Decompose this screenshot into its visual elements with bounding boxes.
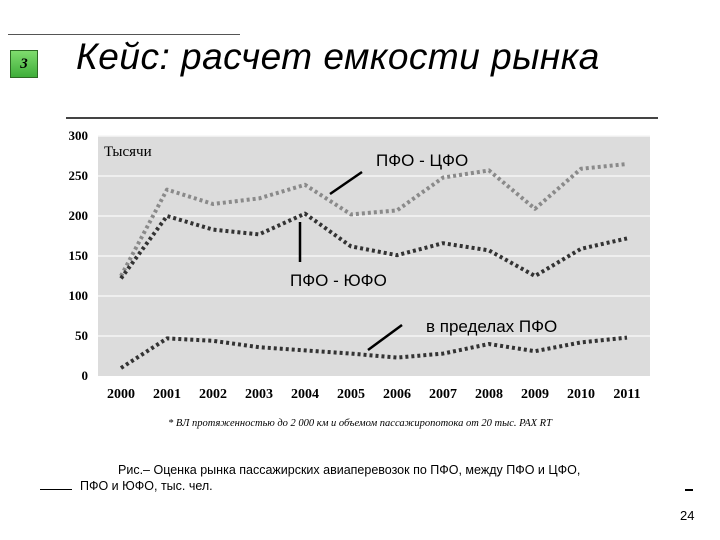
y-tick-label: 200 — [69, 208, 89, 223]
chart-footnote: * ВЛ протяженностью до 2 000 км и объемо… — [168, 418, 553, 429]
x-tick-label: 2004 — [291, 387, 319, 402]
slide-title: Кейс: расчет емкости рынка — [76, 36, 600, 77]
x-tick-label: 2003 — [245, 387, 273, 402]
series-line — [119, 335, 628, 370]
annotation-leader — [329, 170, 363, 196]
x-tick-label: 2005 — [337, 387, 365, 402]
series-line — [119, 162, 628, 277]
y-tick-label: 100 — [69, 288, 89, 303]
x-tick-label: 2011 — [613, 387, 640, 402]
x-tick-label: 2006 — [383, 387, 411, 402]
right-mark — [685, 489, 693, 491]
caption-dash — [40, 489, 72, 490]
y-axis-unit-label: Тысячи — [104, 144, 152, 160]
series-annotation: ПФО - ЮФО — [290, 271, 387, 290]
caption-line-1: Рис.– Оценка рынка пассажирских авиапере… — [118, 463, 581, 477]
caption-line-2: ПФО и ЮФО, тыс. чел. — [80, 479, 213, 493]
y-tick-label: 300 — [69, 128, 89, 143]
series-line — [119, 211, 628, 280]
series-annotation: в пределах ПФО — [426, 317, 557, 336]
series-annotation: ПФО - ЦФО — [376, 151, 468, 170]
x-tick-label: 2007 — [429, 387, 457, 402]
x-tick-label: 2001 — [153, 387, 181, 402]
figure-caption: Рис.– Оценка рынка пассажирских авиапере… — [80, 462, 680, 494]
x-tick-label: 2009 — [521, 387, 549, 402]
title-rule — [66, 117, 658, 119]
y-tick-label: 0 — [82, 368, 89, 383]
x-tick-label: 2010 — [567, 387, 595, 402]
line-chart: 0 50 100 150 200 250 300 2000 2001 2002 2003 2004 20… — [69, 128, 650, 429]
y-tick-label: 250 — [69, 168, 89, 183]
y-tick-label: 50 — [75, 328, 88, 343]
x-tick-label: 2008 — [475, 387, 503, 402]
slide-number-badge: 3 — [10, 50, 38, 78]
page-number: 24 — [680, 508, 695, 523]
x-tick-label: 2000 — [107, 387, 135, 402]
x-tick-label: 2002 — [199, 387, 227, 402]
y-tick-label: 150 — [69, 248, 89, 263]
annotation-leader — [367, 323, 403, 352]
slide-number: 3 — [20, 55, 28, 72]
top-rule — [8, 34, 240, 35]
